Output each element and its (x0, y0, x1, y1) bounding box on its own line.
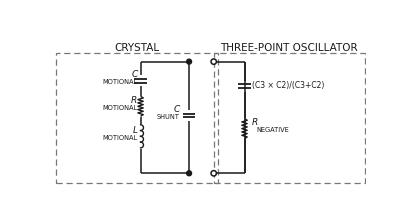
Text: THREE-POINT OSCILLATOR: THREE-POINT OSCILLATOR (220, 43, 358, 53)
Text: MOTIONAL: MOTIONAL (102, 79, 137, 85)
Text: R: R (131, 96, 137, 105)
Text: SHUNT: SHUNT (157, 114, 180, 120)
Text: (C3 × C2)/(C3+C2): (C3 × C2)/(C3+C2) (252, 81, 325, 90)
Text: R: R (252, 118, 259, 127)
Circle shape (211, 59, 216, 64)
Text: CRYSTAL: CRYSTAL (114, 43, 159, 53)
Text: MOTIONAL: MOTIONAL (102, 135, 137, 141)
Bar (56, 53, 217, 183)
Circle shape (186, 171, 191, 176)
Text: C: C (173, 105, 180, 114)
Bar (214, 53, 365, 183)
Text: NEGATIVE: NEGATIVE (256, 127, 289, 133)
Text: C: C (131, 70, 137, 79)
Circle shape (211, 171, 216, 176)
Text: L: L (133, 126, 137, 135)
Text: MOTIONAL: MOTIONAL (102, 105, 137, 111)
Circle shape (186, 59, 191, 64)
